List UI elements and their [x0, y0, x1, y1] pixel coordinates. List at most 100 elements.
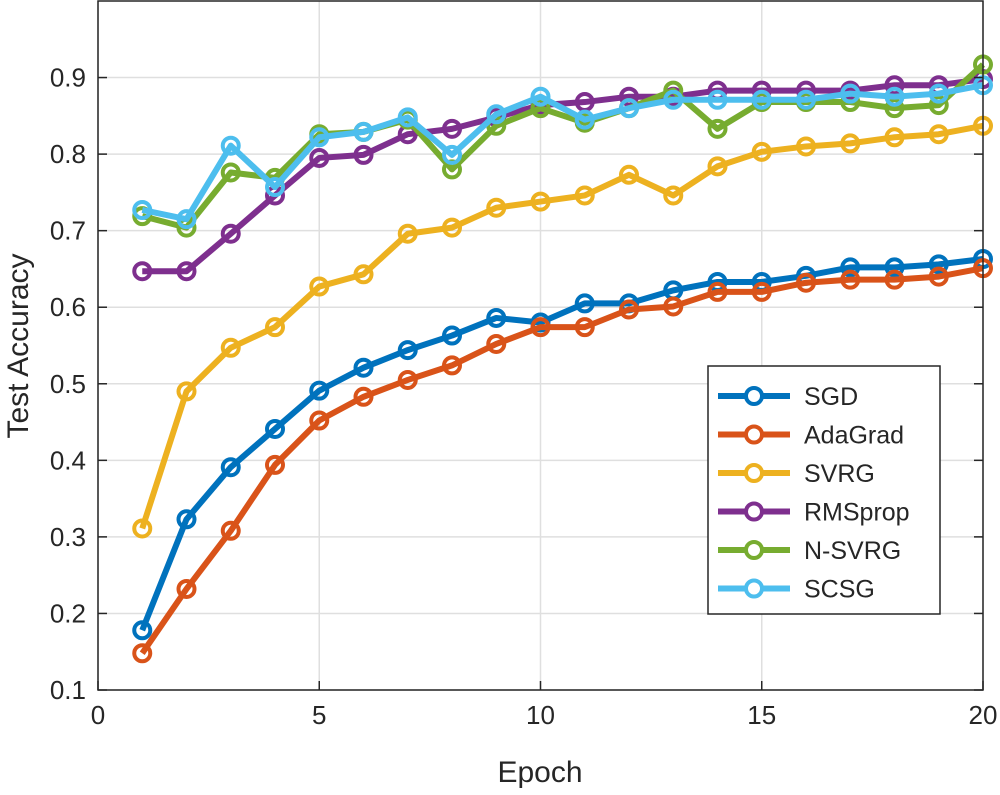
legend-label: RMSprop	[804, 499, 910, 527]
data-point	[220, 520, 241, 541]
x-tick-label: 15	[747, 700, 776, 730]
data-point	[707, 156, 728, 177]
data-point	[309, 147, 330, 168]
legend-marker	[744, 424, 764, 445]
data-point	[220, 223, 241, 244]
series-adagrad	[132, 258, 993, 664]
data-point	[309, 127, 330, 148]
data-point	[928, 266, 949, 287]
legend-box	[707, 365, 941, 615]
data-point	[884, 75, 905, 96]
y-tick-label: 0.2	[50, 598, 86, 628]
data-point	[707, 281, 728, 302]
data-point	[353, 144, 374, 165]
legend-marker	[744, 463, 764, 483]
ticks: 0 5 10 15 20 0.1 0.2 0.3 0.4 0.5 0.6 0.7 0.8 0.9	[50, 63, 998, 730]
data-point	[530, 191, 551, 212]
data-point	[884, 257, 905, 278]
data-point	[132, 261, 153, 282]
data-point	[132, 206, 153, 227]
legend-marker	[744, 578, 764, 599]
data-point	[353, 121, 374, 142]
x-tick-label: 5	[312, 700, 326, 730]
data-point	[884, 269, 905, 290]
data-point	[220, 135, 241, 156]
x-axis-label: Epoch	[497, 756, 582, 789]
data-point	[442, 118, 462, 139]
data-point	[663, 296, 684, 317]
data-point	[840, 269, 861, 290]
data-point	[574, 185, 595, 206]
legend-marker	[744, 386, 764, 406]
data-point	[574, 109, 595, 130]
legend-label: AdaGrad	[804, 422, 904, 450]
data-point	[353, 264, 374, 285]
data-point	[442, 217, 462, 238]
data-point	[176, 381, 197, 402]
data-point	[353, 357, 374, 378]
data-point	[486, 104, 507, 125]
data-point	[840, 83, 861, 104]
data-point	[530, 98, 551, 119]
y-tick-label: 0.8	[50, 139, 86, 169]
data-point	[442, 144, 462, 165]
data-point	[530, 317, 551, 338]
data-point	[397, 340, 418, 361]
data-point	[574, 317, 595, 338]
data-point	[220, 337, 241, 358]
data-point	[265, 418, 285, 439]
y-tick-label: 0.1	[50, 675, 86, 705]
data-point	[132, 643, 153, 664]
legend-marker	[744, 540, 764, 560]
data-point	[796, 272, 816, 293]
data-point	[530, 86, 551, 107]
data-point	[884, 86, 905, 107]
data-point	[176, 209, 197, 230]
data-point	[132, 518, 153, 539]
y-axis-label: Test Accuracy	[2, 253, 35, 438]
data-point	[442, 325, 462, 346]
y-tick-label: 0.4	[50, 445, 86, 475]
data-point	[840, 133, 861, 154]
data-point	[574, 293, 595, 314]
series-svrg	[132, 115, 993, 539]
data-point	[751, 141, 772, 162]
data-point	[840, 257, 861, 278]
data-point	[176, 578, 197, 599]
legend-marker	[744, 501, 764, 522]
data-point	[176, 261, 197, 282]
data-point	[353, 386, 374, 407]
y-tick-label: 0.6	[50, 292, 86, 322]
data-point	[663, 185, 684, 206]
data-point	[132, 199, 153, 220]
data-point	[397, 223, 418, 244]
series-sgd	[132, 248, 993, 641]
data-point	[796, 89, 816, 110]
data-point	[309, 380, 330, 401]
data-point	[265, 454, 285, 475]
legend-label: N-SVRG	[804, 537, 901, 565]
legend-label: SGD	[804, 383, 858, 411]
data-point	[884, 98, 905, 119]
data-point	[796, 136, 816, 157]
data-point	[928, 95, 949, 116]
data-point	[751, 281, 772, 302]
legend-label: SCSG	[804, 576, 875, 604]
series-lines	[132, 54, 993, 664]
data-point	[884, 127, 905, 148]
data-point	[176, 509, 197, 530]
data-point	[928, 254, 949, 275]
data-point	[220, 457, 241, 478]
data-point	[486, 333, 507, 354]
legend: SGD AdaGrad SVRG RMSprop N-SVRG SCSG	[707, 365, 941, 615]
data-point	[619, 299, 639, 320]
data-point	[265, 177, 285, 198]
x-tick-label: 0	[91, 700, 105, 730]
data-point	[707, 118, 728, 139]
y-tick-label: 0.9	[50, 63, 86, 93]
x-tick-label: 20	[969, 700, 998, 730]
data-point	[220, 162, 241, 183]
data-point	[442, 355, 462, 376]
data-point	[309, 410, 330, 431]
